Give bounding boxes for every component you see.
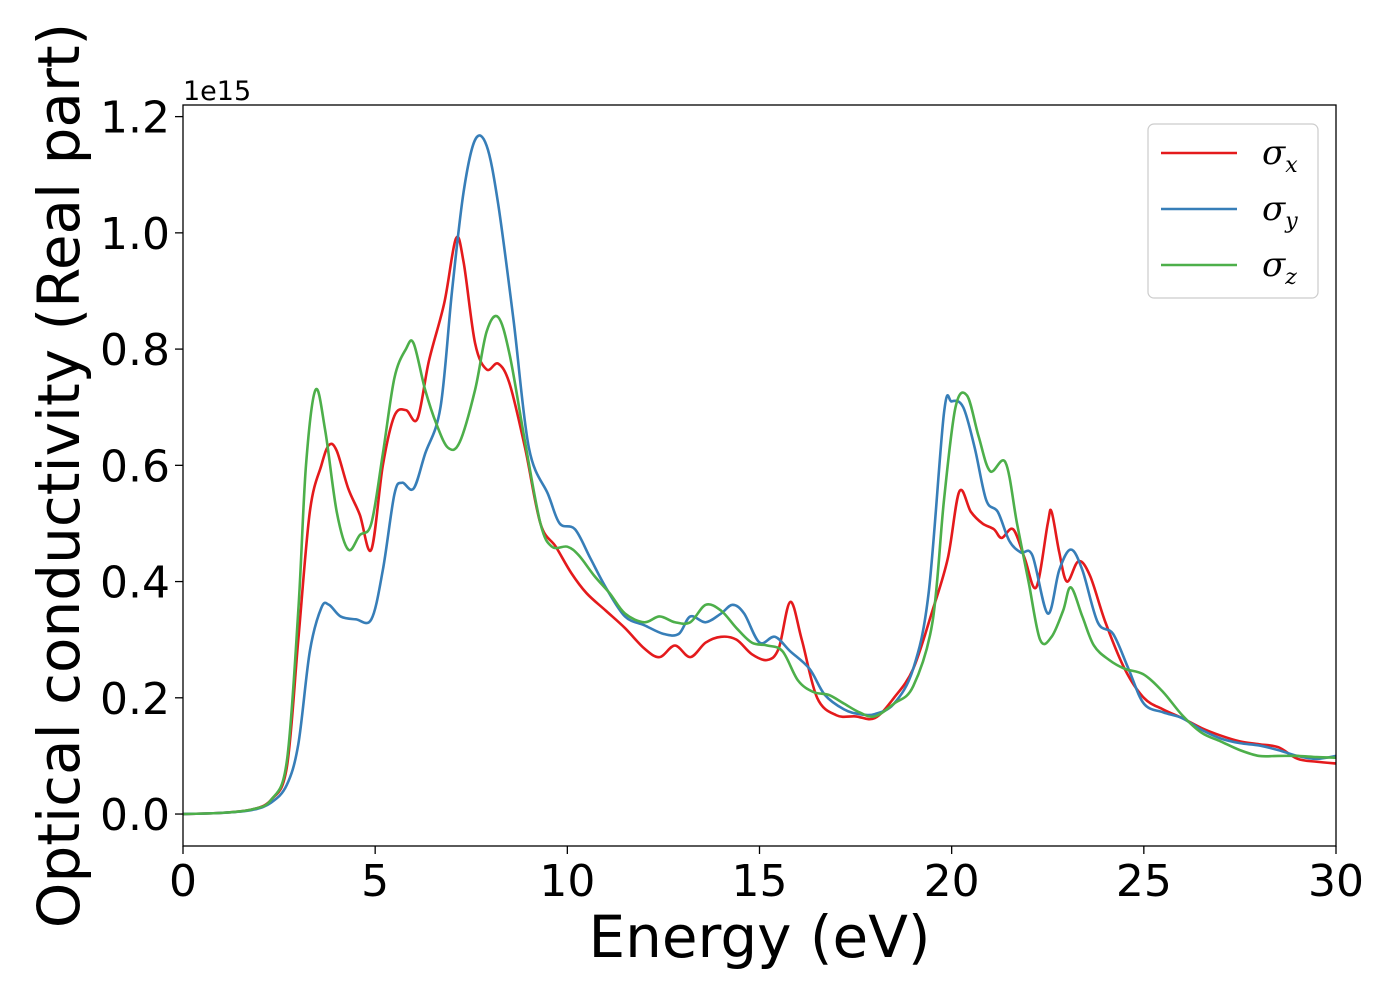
y-tick-label: 0.4 <box>100 558 170 609</box>
x-tick-label: 5 <box>361 856 389 907</box>
plot-series-group <box>183 134 1336 816</box>
y-axis-ticks: 0.0 0.2 0.4 0.6 0.8 1.0 1.2 <box>100 93 183 841</box>
y-tick-label: 0.0 <box>100 790 170 841</box>
x-tick-label: 30 <box>1308 856 1364 907</box>
x-axis-ticks: 0 5 10 15 20 25 30 <box>169 846 1364 907</box>
x-axis-title: Energy (eV) <box>588 903 930 971</box>
x-tick-label: 20 <box>924 856 980 907</box>
y-tick-label: 1.2 <box>100 93 170 144</box>
legend-label-z: σz <box>1262 245 1297 290</box>
y-axis-offset-label: 1e15 <box>183 76 251 107</box>
x-tick-label: 25 <box>1116 856 1172 907</box>
legend-box <box>1147 123 1319 299</box>
x-tick-label: 10 <box>539 856 595 907</box>
x-tick-label: 0 <box>169 856 197 907</box>
y-tick-label: 0.6 <box>100 441 170 492</box>
series-line-z <box>183 314 1336 816</box>
series-line-x <box>183 235 1336 816</box>
y-tick-label: 0.8 <box>100 325 170 376</box>
y-tick-label: 0.2 <box>100 674 170 725</box>
x-tick-label: 15 <box>732 856 788 907</box>
y-tick-label: 1.0 <box>100 209 170 260</box>
series-line-y <box>183 134 1336 816</box>
y-axis-title: Optical conductivity (Real part) <box>25 23 93 928</box>
